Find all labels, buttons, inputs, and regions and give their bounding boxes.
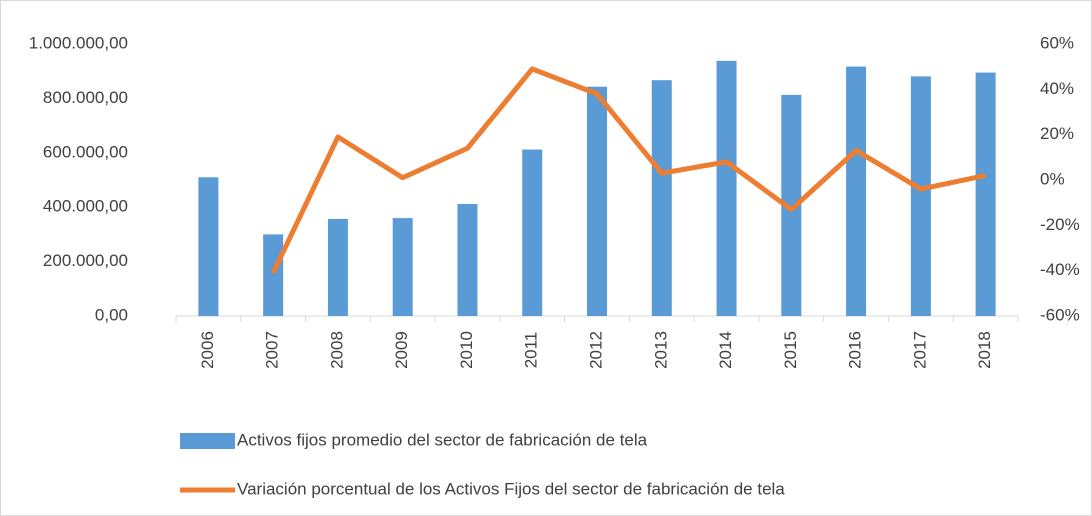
bar (975, 72, 996, 316)
y2-tick-label: -20% (1040, 215, 1080, 234)
bar (781, 94, 802, 316)
x-tick-label: 2009 (392, 331, 411, 369)
bar (651, 80, 672, 317)
x-tick-label: 2015 (781, 331, 800, 369)
x-tick-label: 2013 (651, 331, 670, 369)
legend-label: Activos fijos promedio del sector de fab… (237, 430, 648, 449)
bar (716, 60, 737, 316)
bar (198, 177, 219, 316)
legend-swatch (180, 433, 235, 449)
x-tick-label: 2012 (586, 331, 605, 369)
y2-tick-label: -40% (1040, 260, 1080, 279)
bar (392, 218, 413, 316)
y-tick-label: 200.000,00 (43, 251, 128, 270)
legend-label: Variación porcentual de los Activos Fijo… (237, 479, 785, 498)
y2-tick-label: 0% (1040, 169, 1065, 188)
x-tick-label: 2018 (975, 331, 994, 369)
x-tick-label: 2017 (910, 331, 929, 369)
y-tick-label: 800.000,00 (43, 88, 128, 107)
y-tick-label: 0,00 (95, 305, 128, 324)
bar (327, 218, 348, 316)
x-tick-label: 2014 (716, 331, 735, 369)
bar (263, 234, 284, 316)
x-tick-label: 2006 (198, 331, 217, 369)
y2-tick-label: 40% (1040, 79, 1074, 98)
x-tick-label: 2007 (263, 331, 282, 369)
bar (910, 76, 931, 316)
y2-tick-label: 20% (1040, 124, 1074, 143)
bar (846, 66, 867, 317)
x-tick-label: 2008 (327, 331, 346, 369)
y-tick-label: 1.000.000,00 (29, 33, 128, 52)
x-tick-label: 2010 (457, 331, 476, 369)
y-tick-label: 600.000,00 (43, 142, 128, 161)
line (270, 66, 987, 275)
y-tick-label: 400.000,00 (43, 197, 128, 216)
bar (457, 203, 478, 316)
x-tick-label: 2016 (846, 331, 865, 369)
y2-tick-label: 60% (1040, 33, 1074, 52)
bar (587, 86, 607, 316)
y2-tick-label: -60% (1040, 305, 1080, 324)
x-tick-label: 2011 (522, 332, 541, 369)
bar (522, 149, 543, 316)
